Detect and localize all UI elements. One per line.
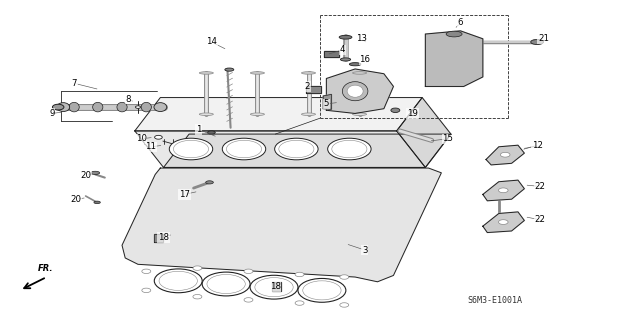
- Text: 13: 13: [356, 34, 367, 43]
- Ellipse shape: [244, 298, 253, 302]
- Text: FR.: FR.: [38, 264, 53, 273]
- Polygon shape: [135, 98, 422, 131]
- Ellipse shape: [69, 102, 79, 112]
- Text: 17: 17: [179, 190, 190, 199]
- Ellipse shape: [136, 106, 141, 108]
- Text: 1: 1: [196, 125, 202, 134]
- Text: 2: 2: [305, 82, 310, 91]
- Ellipse shape: [298, 278, 346, 302]
- Ellipse shape: [295, 301, 304, 305]
- Polygon shape: [164, 134, 451, 167]
- Polygon shape: [486, 145, 524, 165]
- Ellipse shape: [353, 72, 367, 74]
- Ellipse shape: [222, 138, 266, 160]
- Ellipse shape: [250, 275, 298, 299]
- Ellipse shape: [57, 103, 70, 112]
- Text: 21: 21: [538, 34, 549, 43]
- Polygon shape: [122, 168, 442, 282]
- Polygon shape: [397, 98, 451, 167]
- Text: 20: 20: [80, 171, 91, 180]
- Ellipse shape: [154, 269, 202, 293]
- Ellipse shape: [349, 63, 361, 66]
- Text: 18: 18: [270, 282, 281, 291]
- Text: S6M3-E1001A: S6M3-E1001A: [467, 296, 522, 305]
- Ellipse shape: [207, 131, 215, 134]
- Ellipse shape: [347, 85, 363, 97]
- Ellipse shape: [446, 31, 462, 37]
- Polygon shape: [326, 69, 394, 114]
- Ellipse shape: [205, 181, 213, 184]
- Polygon shape: [426, 31, 483, 86]
- Ellipse shape: [141, 102, 152, 112]
- Ellipse shape: [301, 113, 316, 115]
- Ellipse shape: [142, 269, 151, 273]
- Ellipse shape: [52, 104, 64, 110]
- Ellipse shape: [193, 294, 202, 299]
- Text: 7: 7: [72, 79, 77, 88]
- Text: 9: 9: [49, 109, 54, 118]
- Text: 3: 3: [362, 246, 367, 255]
- Text: 4: 4: [340, 45, 345, 55]
- Polygon shape: [306, 86, 321, 93]
- Ellipse shape: [531, 40, 543, 45]
- Ellipse shape: [391, 108, 400, 113]
- Ellipse shape: [225, 68, 234, 71]
- Ellipse shape: [199, 113, 213, 115]
- Polygon shape: [483, 212, 524, 233]
- Text: 8: 8: [125, 95, 131, 104]
- Ellipse shape: [193, 266, 202, 270]
- Ellipse shape: [340, 58, 351, 61]
- Text: 22: 22: [535, 215, 546, 224]
- Text: 20: 20: [70, 195, 81, 204]
- Ellipse shape: [339, 35, 352, 39]
- Ellipse shape: [340, 275, 349, 279]
- Ellipse shape: [342, 82, 368, 101]
- Polygon shape: [154, 234, 163, 242]
- Ellipse shape: [93, 102, 103, 112]
- Text: 22: 22: [535, 182, 546, 191]
- Ellipse shape: [499, 188, 508, 193]
- Ellipse shape: [154, 103, 167, 112]
- Ellipse shape: [301, 72, 316, 74]
- Ellipse shape: [170, 138, 212, 160]
- Text: 16: 16: [359, 55, 370, 64]
- Ellipse shape: [250, 113, 264, 115]
- Ellipse shape: [295, 272, 304, 277]
- Ellipse shape: [155, 135, 163, 139]
- Ellipse shape: [91, 171, 100, 174]
- Ellipse shape: [328, 138, 371, 160]
- Text: 19: 19: [407, 109, 418, 118]
- Text: 6: 6: [458, 19, 463, 27]
- Text: 11: 11: [145, 142, 156, 151]
- Polygon shape: [483, 180, 524, 201]
- Ellipse shape: [142, 288, 151, 293]
- Text: 14: 14: [206, 38, 217, 47]
- Text: 5: 5: [324, 100, 329, 108]
- Ellipse shape: [250, 72, 264, 74]
- Polygon shape: [272, 282, 281, 291]
- Ellipse shape: [199, 72, 213, 74]
- Polygon shape: [135, 131, 426, 167]
- Text: 10: 10: [136, 134, 147, 143]
- Polygon shape: [323, 94, 332, 109]
- Ellipse shape: [275, 138, 318, 160]
- Ellipse shape: [94, 201, 100, 204]
- Ellipse shape: [500, 152, 510, 157]
- Text: 12: 12: [532, 141, 543, 150]
- Ellipse shape: [244, 269, 253, 273]
- Polygon shape: [324, 51, 339, 57]
- Text: 18: 18: [158, 233, 169, 242]
- Text: 15: 15: [442, 134, 453, 143]
- Ellipse shape: [202, 272, 250, 296]
- Ellipse shape: [340, 303, 349, 307]
- Ellipse shape: [353, 113, 367, 115]
- Ellipse shape: [499, 220, 508, 225]
- Ellipse shape: [117, 102, 127, 112]
